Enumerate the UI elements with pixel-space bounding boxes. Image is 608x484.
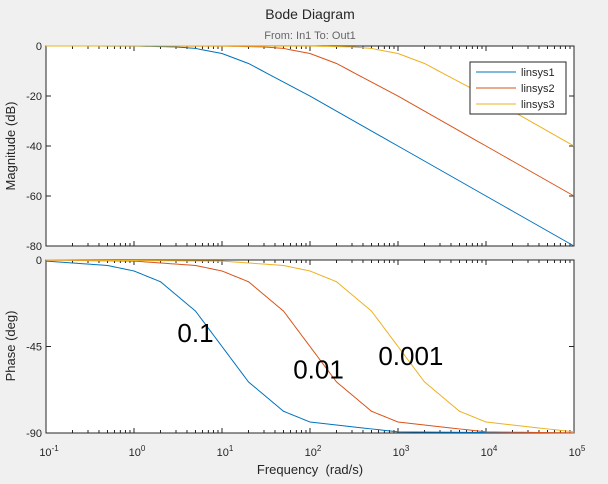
x-tick-label: 103 [393, 444, 410, 459]
y-tick-label: -40 [26, 141, 42, 153]
annotation-text: 0.001 [378, 341, 443, 371]
x-tick-base: 10 [217, 447, 229, 459]
y-tick-label: -80 [26, 241, 42, 253]
x-tick-exponent: 0 [141, 444, 146, 453]
x-tick-label: 100 [129, 444, 146, 459]
series-line-linsys3 [45, 259, 575, 433]
y-tick-label: 0 [36, 255, 42, 267]
phase-y-tick-labels: 0 -45 -90 [26, 255, 42, 440]
x-tick-label: 102 [305, 444, 322, 459]
phase-lines [45, 259, 575, 434]
x-tick-exponent: 1 [229, 444, 234, 453]
legend-label-linsys1: linsys1 [521, 67, 555, 79]
x-tick-label: 101 [217, 444, 234, 459]
y-tick-label: -90 [26, 428, 42, 440]
x-tick-label: 104 [481, 444, 498, 459]
annotation-text: 0.01 [293, 355, 344, 385]
phase-panel: 0 -45 -90 Phase (deg) 0.1 0.01 0.001 [3, 255, 575, 440]
x-tick-exponent: -1 [52, 444, 60, 453]
y-tick-label: 0 [36, 41, 42, 53]
chart-subtitle: From: In1 To: Out1 [264, 30, 356, 42]
series-line-linsys1 [45, 260, 575, 434]
legend: linsys1 linsys2 linsys3 [469, 61, 567, 115]
x-tick-exponent: 5 [581, 444, 586, 453]
magnitude-y-axis-label: Magnitude (dB) [3, 102, 18, 191]
legend-label-linsys2: linsys2 [521, 83, 555, 95]
x-tick-labels: 10-1 100 101 102 103 104 105 [39, 444, 586, 459]
x-tick-exponent: 3 [405, 444, 410, 453]
legend-label-linsys3: linsys3 [521, 99, 555, 111]
x-tick-base: 10 [305, 447, 317, 459]
y-tick-label: -60 [26, 191, 42, 203]
phase-y-axis-label: Phase (deg) [3, 311, 18, 382]
x-tick-label: 10-1 [39, 444, 59, 459]
y-tick-label: -45 [26, 342, 42, 354]
x-tick-label: 105 [569, 444, 586, 459]
chart-title: Bode Diagram [265, 6, 355, 22]
y-tick-label: -20 [26, 91, 42, 103]
series-line-linsys2 [45, 259, 575, 434]
x-tick-base: 10 [39, 447, 51, 459]
x-tick-exponent: 4 [493, 444, 498, 453]
x-tick-exponent: 2 [317, 444, 322, 453]
x-tick-base: 10 [129, 447, 141, 459]
x-tick-base: 10 [393, 447, 405, 459]
x-tick-base: 10 [481, 447, 493, 459]
annotation-text: 0.1 [177, 318, 213, 348]
x-axis-label: Frequency (rad/s) [257, 462, 363, 477]
x-tick-base: 10 [569, 447, 581, 459]
magnitude-y-tick-labels: 0 -20 -40 -60 -80 [26, 41, 42, 253]
